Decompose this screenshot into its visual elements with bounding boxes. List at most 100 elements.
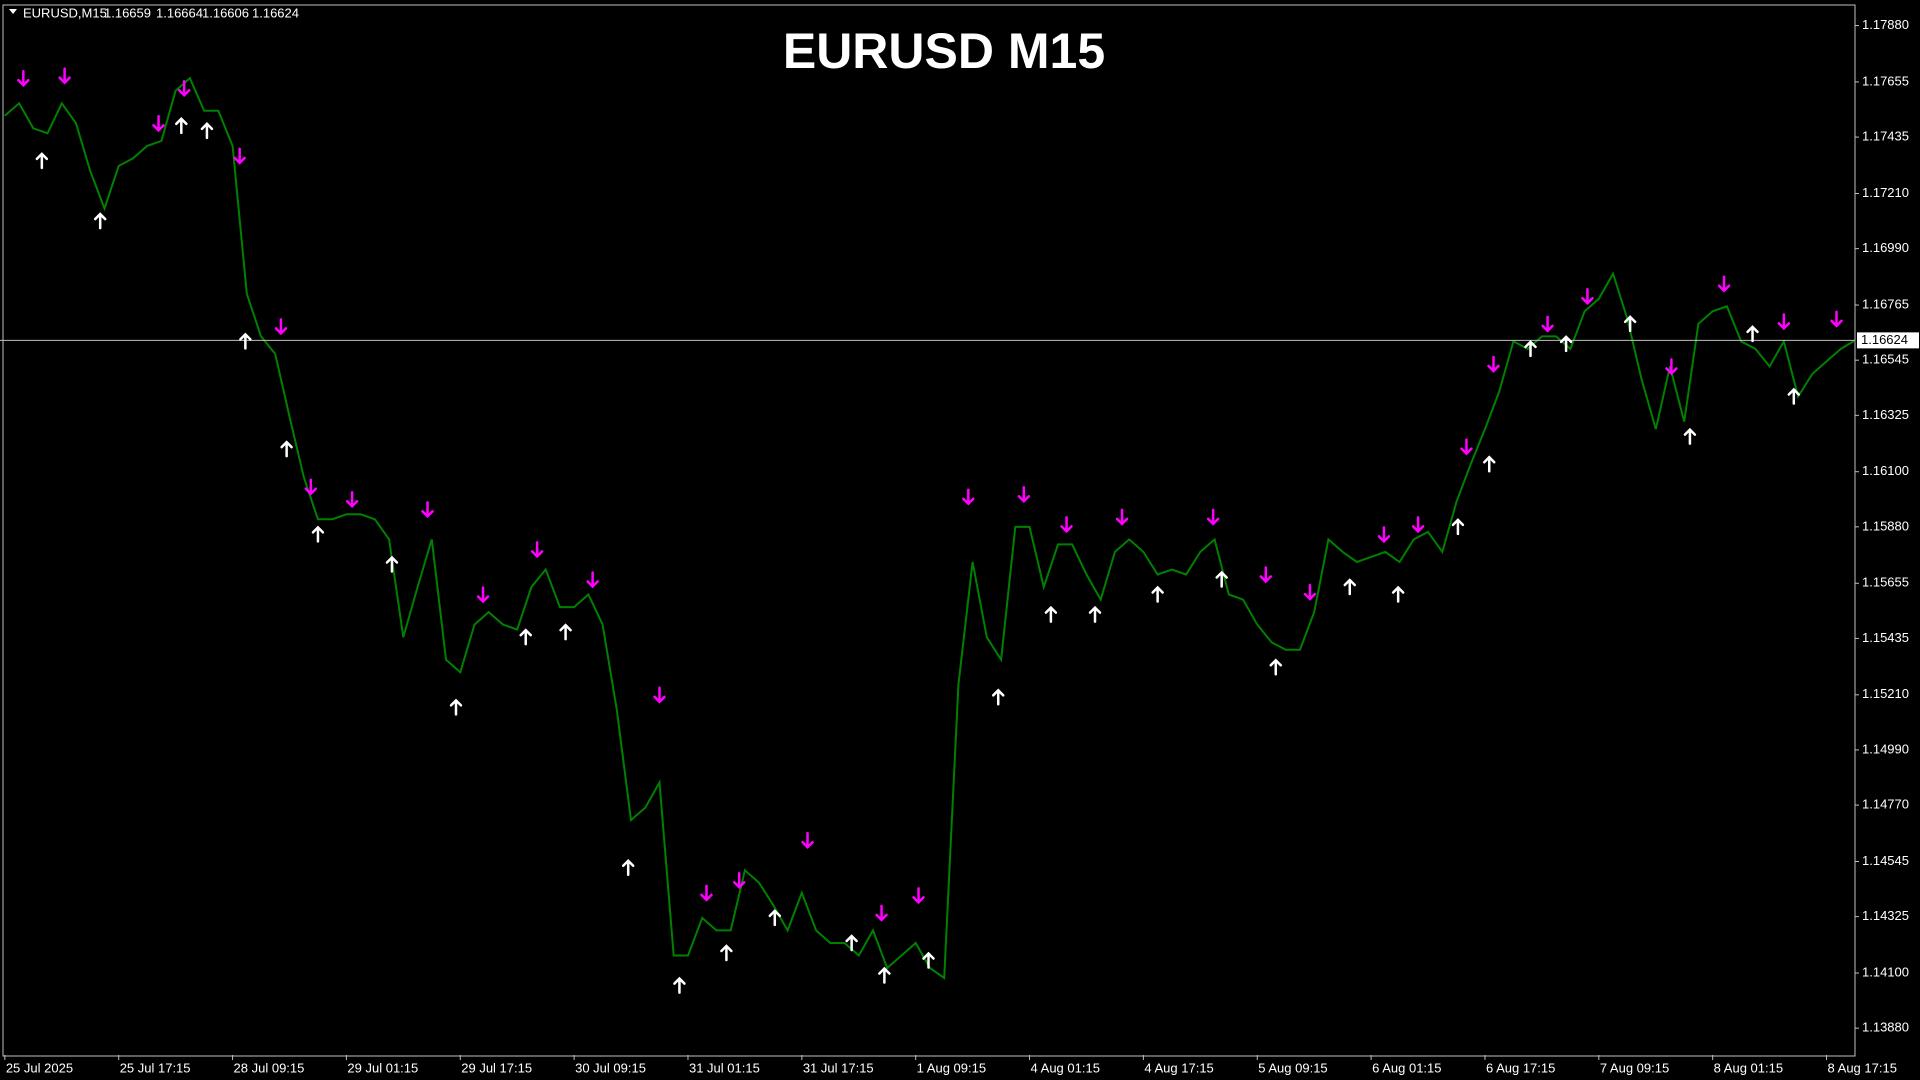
y-tick-label: 1.14545 bbox=[1862, 853, 1909, 868]
y-tick-label: 1.14770 bbox=[1862, 797, 1909, 812]
sell-arrow bbox=[530, 541, 544, 559]
ohlc-open: 1.16659 bbox=[104, 5, 151, 20]
sell-arrow bbox=[912, 887, 925, 905]
y-tick-label: 1.17210 bbox=[1862, 185, 1909, 200]
current-price-label: 1.16624 bbox=[1861, 332, 1908, 347]
chart-title: EURUSD M15 bbox=[783, 23, 1105, 79]
buy-arrow bbox=[1451, 518, 1465, 536]
sell-arrow bbox=[58, 67, 71, 85]
sell-arrow bbox=[152, 115, 165, 133]
y-tick-label: 1.13880 bbox=[1862, 1020, 1909, 1035]
sell-arrow bbox=[1411, 516, 1425, 534]
sell-arrow bbox=[1206, 508, 1220, 526]
sell-arrow bbox=[1487, 355, 1500, 373]
x-tick-label: 29 Jul 17:15 bbox=[461, 1060, 532, 1075]
buy-arrow bbox=[200, 122, 214, 140]
y-tick-label: 1.16545 bbox=[1862, 352, 1909, 367]
buy-arrow bbox=[385, 555, 399, 573]
x-tick-label: 29 Jul 01:15 bbox=[347, 1060, 418, 1075]
x-tick-label: 8 Aug 01:15 bbox=[1714, 1060, 1783, 1075]
buy-arrow bbox=[1559, 335, 1573, 353]
buy-arrow bbox=[239, 332, 252, 350]
y-tick-label: 1.15210 bbox=[1862, 686, 1909, 701]
x-tick-label: 5 Aug 09:15 bbox=[1258, 1060, 1327, 1075]
y-tick-label: 1.14325 bbox=[1862, 908, 1909, 923]
buy-arrow bbox=[768, 909, 782, 927]
sell-arrow bbox=[962, 488, 975, 506]
buy-arrow bbox=[845, 934, 858, 952]
buy-arrow bbox=[1482, 455, 1496, 473]
sell-arrow bbox=[1259, 566, 1273, 584]
buy-arrow bbox=[991, 688, 1005, 706]
x-tick-label: 8 Aug 17:15 bbox=[1828, 1060, 1897, 1075]
buy-arrow bbox=[559, 623, 572, 641]
x-tick-label: 4 Aug 01:15 bbox=[1031, 1060, 1100, 1075]
sell-arrow bbox=[1777, 313, 1791, 331]
current-price-box bbox=[1857, 332, 1919, 349]
buy-arrow bbox=[1151, 585, 1164, 603]
buy-arrow bbox=[1343, 578, 1357, 596]
ohlc-close: 1.16624 bbox=[252, 5, 299, 20]
sell-arrow bbox=[732, 872, 746, 890]
ohlc-high: 1.16664 bbox=[156, 5, 203, 20]
buy-arrow bbox=[311, 525, 325, 543]
x-tick-label: 7 Aug 09:15 bbox=[1600, 1060, 1669, 1075]
buy-arrow bbox=[1044, 605, 1058, 623]
buy-arrow bbox=[1391, 585, 1405, 603]
buy-arrow bbox=[621, 858, 635, 877]
buy-arrow bbox=[519, 628, 532, 646]
ohlc-low: 1.16606 bbox=[202, 5, 249, 20]
sell-arrow bbox=[233, 147, 246, 165]
sell-arrow bbox=[1377, 526, 1391, 544]
buy-arrow bbox=[1215, 570, 1228, 588]
sell-arrow bbox=[1460, 438, 1473, 456]
sell-arrow bbox=[1115, 508, 1129, 526]
buy-arrow bbox=[35, 152, 49, 170]
x-tick-label: 1 Aug 09:15 bbox=[917, 1060, 986, 1075]
sell-arrow bbox=[1303, 583, 1317, 601]
menu-triangle[interactable] bbox=[9, 9, 17, 14]
x-tick-label: 6 Aug 17:15 bbox=[1486, 1060, 1555, 1075]
sell-arrow bbox=[476, 586, 490, 604]
x-tick-label: 31 Jul 17:15 bbox=[803, 1060, 874, 1075]
buy-arrow bbox=[1746, 325, 1759, 343]
sell-arrow bbox=[1017, 486, 1031, 504]
sell-arrow bbox=[1060, 516, 1073, 534]
y-tick-label: 1.16325 bbox=[1862, 407, 1909, 422]
y-tick-label: 1.17655 bbox=[1862, 73, 1909, 88]
x-tick-label: 28 Jul 09:15 bbox=[234, 1060, 305, 1075]
x-tick-label: 25 Jul 17:15 bbox=[120, 1060, 191, 1075]
x-tick-label: 4 Aug 17:15 bbox=[1144, 1060, 1213, 1075]
y-tick-label: 1.17435 bbox=[1862, 129, 1909, 144]
y-tick-label: 1.16765 bbox=[1862, 296, 1909, 311]
symbol-header: EURUSD,M15 bbox=[23, 5, 107, 20]
sell-arrow bbox=[421, 501, 434, 519]
sell-arrow bbox=[653, 686, 666, 704]
buy-arrow bbox=[720, 944, 733, 962]
sell-arrow bbox=[304, 478, 318, 496]
sell-arrow bbox=[1541, 315, 1554, 333]
sell-arrow bbox=[875, 904, 888, 922]
buy-arrow bbox=[93, 212, 107, 230]
buy-arrow bbox=[1088, 605, 1102, 623]
sell-arrow bbox=[345, 491, 359, 509]
buy-arrow bbox=[1524, 340, 1537, 358]
y-tick-label: 1.14990 bbox=[1862, 741, 1909, 756]
y-tick-label: 1.15880 bbox=[1862, 518, 1909, 533]
x-tick-label: 31 Jul 01:15 bbox=[689, 1060, 760, 1075]
x-tick-label: 6 Aug 01:15 bbox=[1372, 1060, 1441, 1075]
sell-arrow bbox=[177, 79, 191, 97]
sell-arrow bbox=[801, 831, 814, 849]
y-tick-label: 1.16990 bbox=[1862, 240, 1909, 255]
plot-frame bbox=[2, 4, 1856, 1057]
y-tick-label: 1.14100 bbox=[1862, 964, 1909, 979]
buy-arrow bbox=[922, 951, 935, 969]
buy-arrow bbox=[673, 976, 686, 994]
buy-arrow bbox=[1269, 658, 1283, 676]
sell-arrow bbox=[1581, 288, 1594, 306]
sell-arrow bbox=[17, 69, 30, 87]
buy-arrow bbox=[449, 698, 463, 716]
